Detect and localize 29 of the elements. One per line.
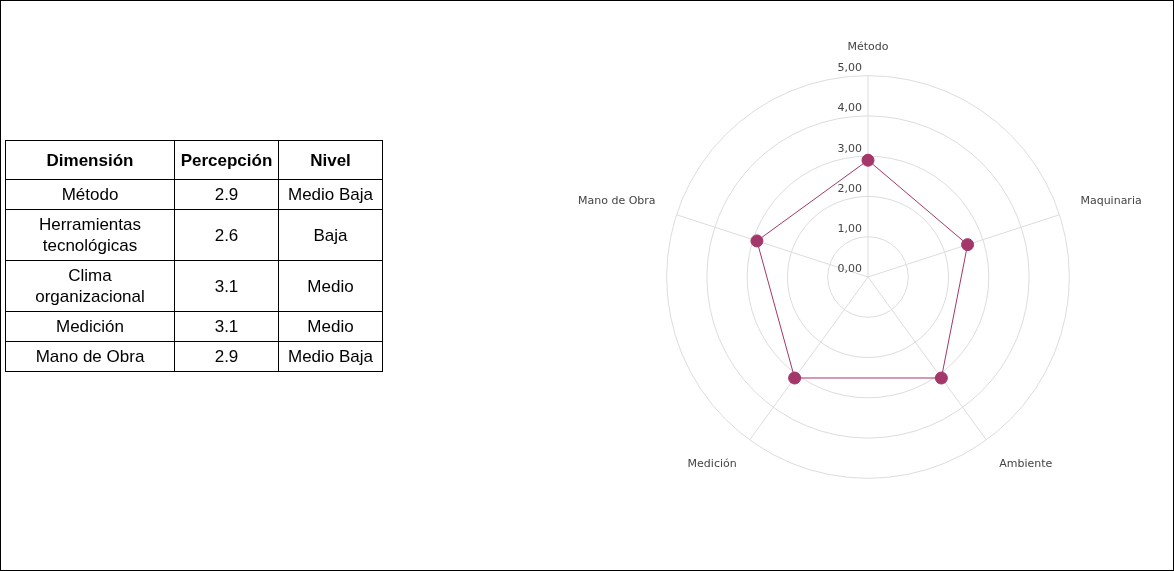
text: 3.1 bbox=[174, 260, 279, 312]
y-tick-label: 1,00 bbox=[837, 222, 862, 236]
text: Medición bbox=[5, 311, 175, 342]
spoke-label: Mano de Obra bbox=[577, 194, 656, 208]
text: Percepción bbox=[174, 140, 279, 180]
text: Herramientas tecnológicas bbox=[5, 209, 175, 261]
text: Baja bbox=[278, 209, 383, 261]
text: Medio bbox=[278, 311, 383, 342]
text: Dimensión bbox=[5, 140, 175, 180]
spoke-label: Método bbox=[847, 39, 889, 53]
y-tick-label: 4,00 bbox=[837, 101, 862, 115]
spoke-label: Maquinaria bbox=[1080, 194, 1142, 208]
y-tick-label: 3,00 bbox=[837, 141, 862, 155]
text: 2.9 bbox=[174, 179, 279, 210]
y-tick-label: 2,00 bbox=[837, 181, 862, 195]
text: 2.6 bbox=[174, 209, 279, 261]
y-tick-label: 5,00 bbox=[837, 61, 862, 75]
text: Medio Baja bbox=[278, 179, 383, 210]
text: Mano de Obra bbox=[5, 341, 175, 372]
text: Medio Baja bbox=[278, 341, 383, 372]
text: Método bbox=[5, 179, 175, 210]
text: 2.9 bbox=[174, 341, 279, 372]
text: 3.1 bbox=[174, 311, 279, 342]
spoke-label: Ambiente bbox=[999, 457, 1053, 471]
text: Nivel bbox=[278, 140, 383, 180]
text: Medio bbox=[278, 260, 383, 312]
text: Clima organizacional bbox=[5, 260, 175, 312]
y-tick-label: 0,00 bbox=[837, 262, 862, 276]
spoke-label: Medición bbox=[687, 457, 737, 471]
